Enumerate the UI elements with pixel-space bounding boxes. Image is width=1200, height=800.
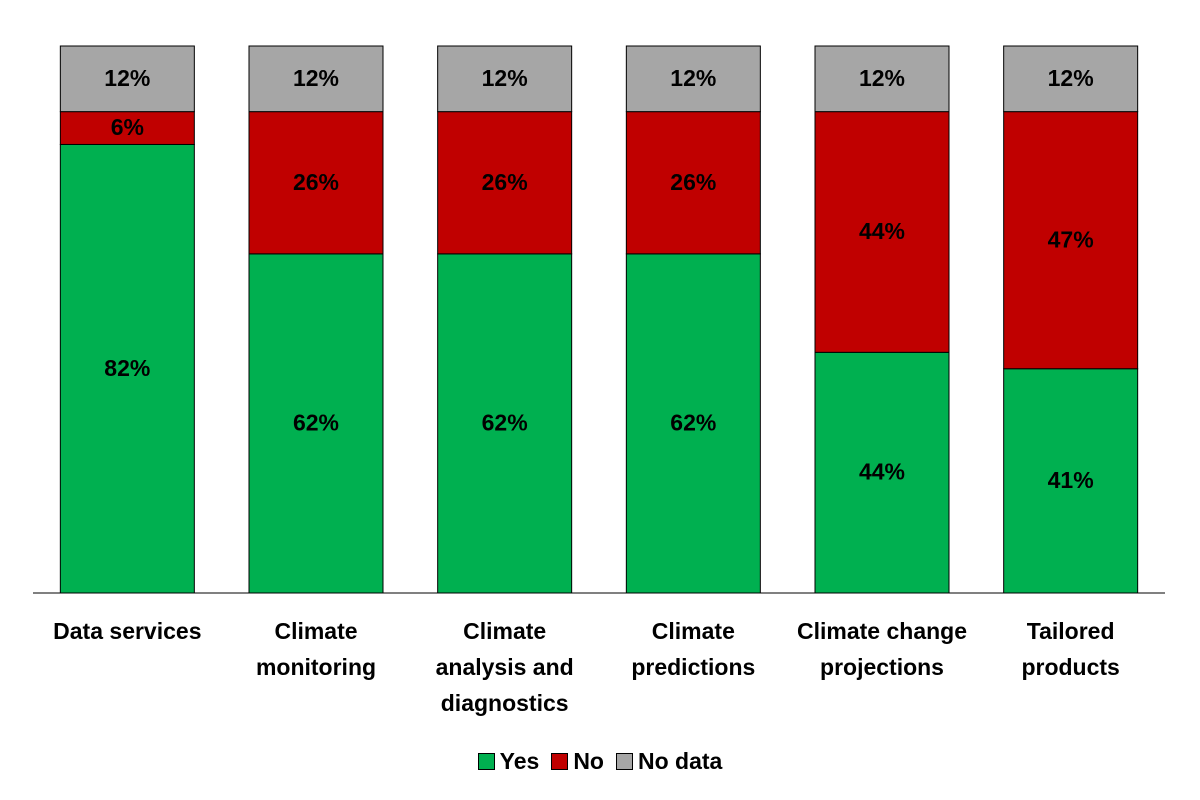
legend-item: No data bbox=[615, 748, 723, 775]
bar-segment bbox=[814, 111, 950, 353]
x-tick-label: Climate change projections bbox=[797, 618, 967, 680]
x-tick-label: Climate monitoring bbox=[255, 618, 377, 680]
data-label: 12% bbox=[859, 65, 905, 91]
data-label: 41% bbox=[1048, 467, 1094, 493]
bar-segment bbox=[625, 45, 761, 113]
data-label: 26% bbox=[482, 169, 528, 195]
data-label: 62% bbox=[670, 410, 716, 436]
bar-segment bbox=[437, 253, 573, 594]
data-label: 12% bbox=[670, 65, 716, 91]
data-label: 12% bbox=[1048, 65, 1094, 91]
legend-label: No data bbox=[637, 748, 723, 774]
bar-segment bbox=[1003, 111, 1139, 370]
x-tick-label: Climate predictions bbox=[631, 618, 756, 680]
data-label: 82% bbox=[104, 355, 150, 381]
bar-segment bbox=[814, 45, 950, 113]
bar-segment bbox=[1003, 368, 1139, 594]
bar-segment bbox=[437, 45, 573, 113]
x-tick-label: Data services bbox=[53, 618, 202, 644]
bar-segment bbox=[248, 111, 384, 255]
data-label: 62% bbox=[293, 410, 339, 436]
data-label: 44% bbox=[859, 459, 905, 485]
data-label: 47% bbox=[1048, 226, 1094, 252]
data-label: 26% bbox=[293, 169, 339, 195]
bar-segment bbox=[437, 111, 573, 255]
legend-label: Yes bbox=[499, 748, 540, 774]
legend-swatch bbox=[477, 753, 495, 770]
legend-item: Yes bbox=[477, 748, 540, 775]
x-tick-label: Tailored products bbox=[1021, 618, 1120, 680]
data-label: 12% bbox=[104, 65, 150, 91]
data-label: 62% bbox=[482, 410, 528, 436]
data-label: 6% bbox=[111, 114, 144, 140]
legend: Yes No No data bbox=[0, 748, 1200, 776]
bar-segment bbox=[59, 45, 195, 113]
data-label: 26% bbox=[670, 169, 716, 195]
data-label: 12% bbox=[482, 65, 528, 91]
bar-segment bbox=[248, 45, 384, 113]
legend-swatch bbox=[615, 753, 633, 770]
bar-segment bbox=[814, 351, 950, 594]
legend-item: No bbox=[551, 748, 604, 775]
legend-label: No bbox=[573, 748, 604, 774]
bar-segment bbox=[59, 143, 195, 594]
bar-segment bbox=[1003, 45, 1139, 113]
data-label: 44% bbox=[859, 218, 905, 244]
bar-segment bbox=[625, 111, 761, 255]
data-label: 12% bbox=[293, 65, 339, 91]
x-tick-label: Climate analysis and diagnostics bbox=[435, 618, 574, 716]
legend-swatch bbox=[551, 753, 569, 770]
